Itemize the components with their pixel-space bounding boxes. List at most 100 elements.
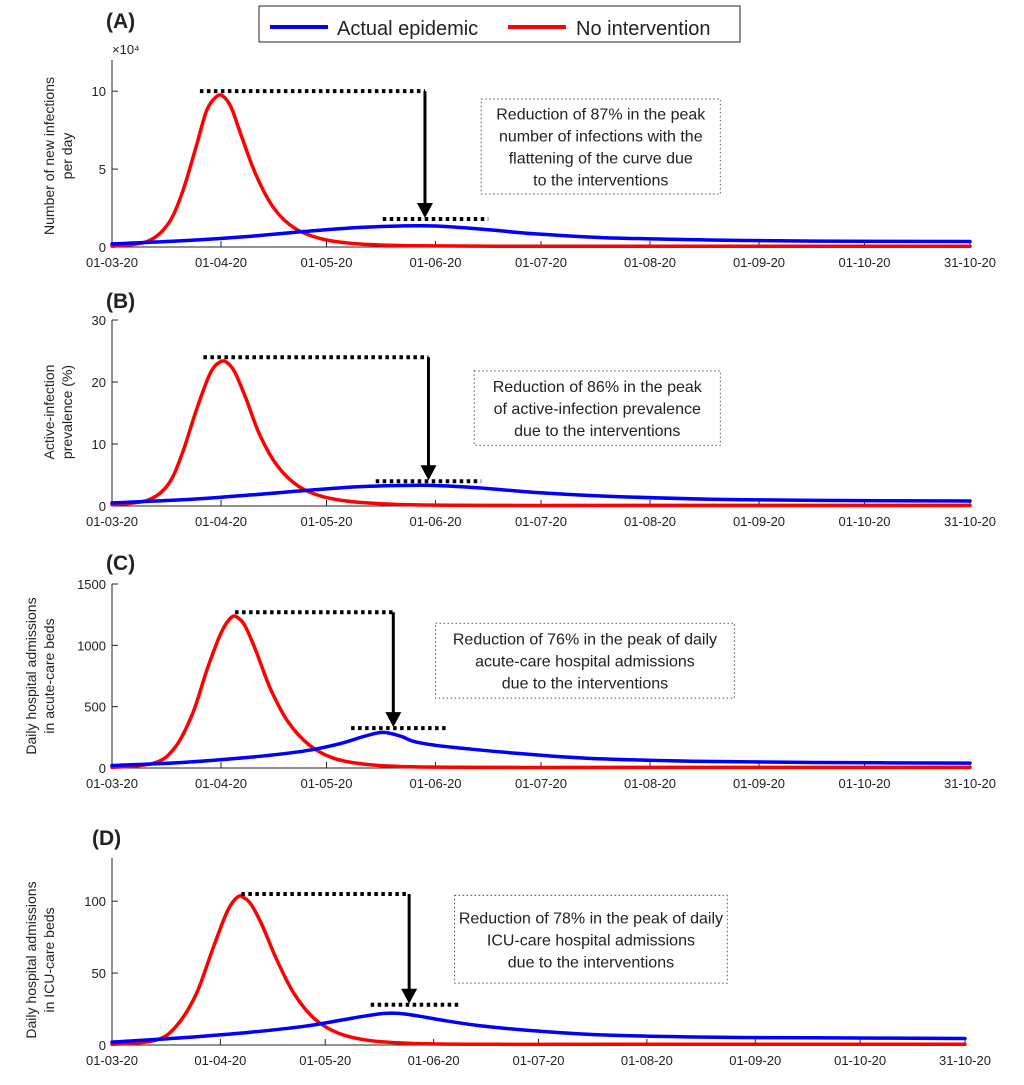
panel-d-annotation-text: Reduction of 78% in the peak of daily IC… (459, 910, 723, 971)
panel-b-ytick-label: 30 (92, 313, 106, 328)
panel-a-xtick-label: 01-06-20 (409, 255, 461, 270)
panel-b-xtick-label: 01-07-20 (515, 514, 567, 529)
panel-a-xtick-label: 01-03-20 (86, 255, 138, 270)
panel-b-xtick-label: 01-05-20 (300, 514, 352, 529)
panel-d-annotation-line2: ICU-care hospital admissions (487, 932, 695, 949)
panel-a-annotation-line3: flattening of the curve due (509, 151, 693, 168)
panel-b-annotation-text: Reduction of 86% in the peak of active-i… (493, 379, 703, 440)
panel-a-xtick-label: 01-04-20 (195, 255, 247, 270)
panel-d: (D) Daily hospital admissions in ICU-car… (23, 827, 991, 1068)
panel-c-annotation-line1: Reduction of 76% in the peak of daily (453, 632, 717, 649)
panel-a-series-actual (110, 223, 972, 246)
legend-box (258, 5, 741, 43)
panel-d-annotation-line1: Reduction of 78% in the peak of daily (459, 910, 723, 927)
panel-d-xtick-label: 01-10-20 (834, 1053, 886, 1068)
panel-b-xtick-label: 01-06-20 (409, 514, 461, 529)
panel-b-series-nointervention (110, 359, 972, 508)
panel-b-axes: 0 10 20 30 01-03-20 01-04-20 01-05-20 01-06-20 0… (86, 313, 996, 529)
panel-d-curves (110, 894, 967, 1047)
panel-c-xtick-label: 01-08-20 (624, 776, 676, 791)
panel-b-ytick-label: 0 (99, 499, 106, 514)
panel-a-label: (A) (106, 10, 135, 33)
panel-c-ylabel-line1: Daily hospital admissions (23, 597, 39, 754)
panel-c-reduction-arrowhead (385, 712, 402, 728)
panel-a-ylabel-line1: Number of new infections (41, 77, 57, 235)
panel-a-annotations (199, 89, 721, 221)
panel-a-axes: 0 5 10 01-03-20 01-04-20 01-05-20 01-06-20 01-0… (86, 60, 996, 270)
panel-c-ytick-label: 0 (99, 761, 106, 776)
panel-c-ytick-label: 1500 (77, 577, 106, 592)
panel-b-ytick-label: 20 (92, 375, 106, 390)
legend-label-actual: Actual epidemic (337, 18, 478, 40)
panel-c-series-nointervention (110, 614, 972, 770)
panel-b-annotation-line1: Reduction of 86% in the peak (493, 379, 703, 396)
panel-c-xtick-label: 01-05-20 (300, 776, 352, 791)
panel-c-ytick-label: 1000 (77, 638, 106, 653)
panel-d-axes: 0 50 100 01-03-20 01-04-20 01-05-20 01-06-20 01… (84, 858, 991, 1068)
panel-b-annotation-box (473, 370, 721, 446)
panel-a-reduction-arrowhead (416, 202, 433, 218)
panel-b-annotation-line2: of active-infection prevalence (494, 401, 701, 418)
panel-b-reduction-arrowhead (420, 465, 437, 481)
panel-b-annotation-line3: due to the interventions (514, 423, 680, 440)
panel-b-label: (B) (106, 290, 135, 313)
panel-b-xtick-label: 01-09-20 (733, 514, 785, 529)
panel-d-label: (D) (92, 827, 121, 850)
panel-d-xtick-label: 01-05-20 (299, 1053, 351, 1068)
panel-a-xtick-label: 01-09-20 (733, 255, 785, 270)
panel-c-xtick-label: 01-09-20 (733, 776, 785, 791)
panel-d-xtick-label: 01-03-20 (86, 1053, 138, 1068)
panel-c-annotation-line2: acute-care hospital admissions (475, 654, 695, 671)
panel-a-annotation-text: Reduction of 87% in the peak number of i… (496, 107, 706, 190)
panel-c-ylabel-line2: in acute-care beds (41, 618, 57, 733)
panel-b-xtick-label: 01-04-20 (195, 514, 247, 529)
panel-d-ytick-label: 100 (84, 894, 106, 909)
panel-d-series-nointervention (110, 894, 967, 1047)
panel-b: (B) Active-infection prevalence (%) 0 10 2… (41, 290, 996, 529)
panel-b-xtick-label: 31-10-20 (944, 514, 996, 529)
panel-a-xtick-label: 31-10-20 (944, 255, 996, 270)
panel-a-curves (110, 93, 972, 248)
panel-c-label: (C) (106, 552, 135, 575)
panel-a-xtick-label: 01-08-20 (624, 255, 676, 270)
panel-d-ytick-label: 50 (92, 966, 106, 981)
legend-label-nointervention: No intervention (576, 18, 711, 40)
panel-b-curves (110, 359, 972, 508)
panel-d-xtick-label: 31-10-20 (939, 1053, 991, 1068)
panel-b-ylabel-line1: Active-infection (41, 365, 57, 460)
panel-a-ytick-label: 0 (99, 240, 106, 255)
panel-a-ytick-label: 10 (92, 84, 106, 99)
panel-a: (A) ×10⁴ Number of new infections per da… (41, 10, 996, 270)
panel-c-annotation-box (435, 622, 735, 699)
panel-c-xtick-label: 01-06-20 (409, 776, 461, 791)
panel-d-xtick-label: 01-09-20 (729, 1053, 781, 1068)
panel-c-xtick-label: 01-04-20 (195, 776, 247, 791)
panel-a-series-nointervention (110, 93, 972, 248)
panel-c-ytick-label: 500 (84, 700, 106, 715)
panel-c-series-actual (110, 730, 972, 768)
panel-d-reduction-arrowhead (401, 988, 418, 1004)
panel-c-annotation-line3: due to the interventions (502, 676, 668, 693)
panel-a-xtick-label: 01-05-20 (300, 255, 352, 270)
panel-b-annotations (203, 355, 721, 484)
panel-b-xtick-label: 01-03-20 (86, 514, 138, 529)
panel-a-ytick-label: 5 (99, 162, 106, 177)
panel-a-annotation-line4: to the interventions (533, 173, 668, 190)
legend: Actual epidemic No intervention (258, 5, 741, 43)
panel-d-ytick-label: 0 (99, 1038, 106, 1053)
panel-d-annotation-box (454, 894, 728, 984)
panel-a-ylabel-line2: per day (59, 133, 75, 180)
panel-d-ylabel-line1: Daily hospital admissions (23, 881, 39, 1038)
panel-d-xtick-label: 01-08-20 (621, 1053, 673, 1068)
panel-a-annotation-line1: Reduction of 87% in the peak (496, 107, 706, 124)
panel-c-annotations (235, 610, 735, 731)
panel-a-annotation-box (480, 98, 721, 195)
panel-c-annotation-text: Reduction of 76% in the peak of daily ac… (453, 632, 717, 693)
panel-d-xtick-label: 01-04-20 (194, 1053, 246, 1068)
panel-b-xtick-label: 01-10-20 (838, 514, 890, 529)
panel-a-annotation-line2: number of infections with the (499, 129, 703, 146)
panel-c-curves (110, 614, 972, 770)
panel-c-xtick-label: 01-10-20 (838, 776, 890, 791)
panel-d-series-actual (110, 1011, 967, 1044)
